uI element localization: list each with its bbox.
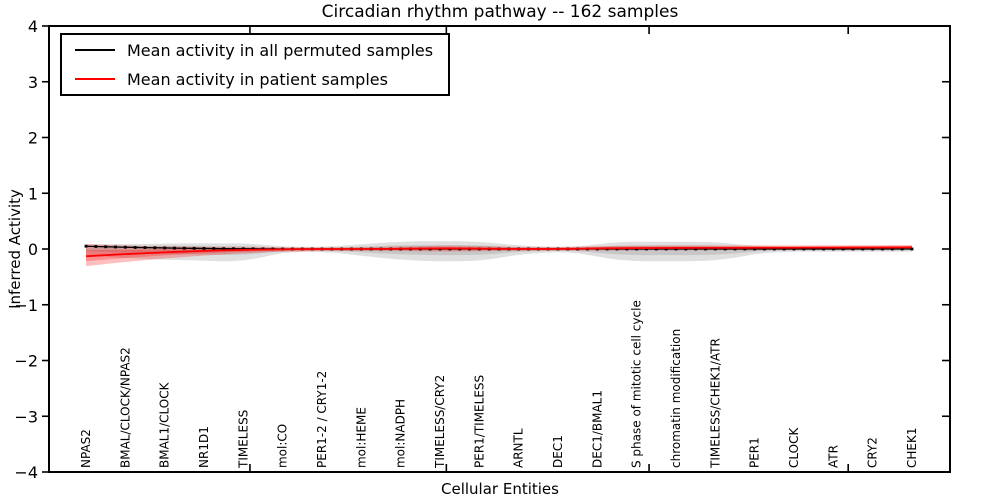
- x-tick-label: BMAL/CLOCK/NPAS2: [118, 347, 132, 468]
- data-point-marker: [910, 247, 914, 251]
- data-point-marker: [104, 245, 108, 249]
- legend-item-patient: Mean activity in patient samples: [62, 65, 448, 93]
- data-point-marker: [133, 246, 137, 249]
- x-tick-label: PER1-2 / CRY1-2: [315, 371, 329, 468]
- x-tick-label: CLOCK: [787, 427, 801, 468]
- data-point-marker: [694, 247, 698, 251]
- legend-line-sample-red: [75, 78, 115, 80]
- data-point-marker: [94, 245, 98, 248]
- y-tick-label: 0: [28, 240, 38, 259]
- data-point-marker: [841, 247, 845, 251]
- data-point-marker: [900, 247, 904, 251]
- x-tick-label: chromatin modification: [669, 329, 683, 468]
- data-point-marker: [733, 247, 737, 251]
- legend-item-permuted: Mean activity in all permuted samples: [62, 36, 448, 64]
- data-point-marker: [251, 247, 255, 251]
- data-point-marker: [123, 245, 127, 249]
- data-point-marker: [645, 247, 648, 251]
- x-axis-label: Cellular Entities: [441, 480, 559, 498]
- data-point-marker: [812, 247, 816, 251]
- data-point-marker: [143, 246, 147, 250]
- data-point-marker: [674, 247, 678, 251]
- x-tick-label: S phase of mitotic cell cycle: [630, 300, 644, 468]
- y-tick-label: −2: [14, 352, 38, 371]
- data-point-marker: [822, 247, 825, 251]
- data-point-marker: [664, 247, 668, 251]
- data-point-marker: [881, 247, 884, 251]
- x-tick-label: TIMELESS/CHEK1/ATR: [708, 338, 722, 469]
- x-tick-label: CHEK1: [905, 428, 919, 469]
- y-tick-label: −3: [14, 407, 38, 426]
- legend-label: Mean activity in all permuted samples: [127, 40, 434, 60]
- data-point-marker: [222, 247, 226, 251]
- data-point-marker: [743, 247, 747, 251]
- x-tick-label: PER1/TIMELESS: [472, 375, 486, 468]
- data-point-marker: [753, 247, 757, 251]
- x-tick-label: TIMELESS/CRY2: [433, 375, 447, 469]
- x-tick-label: NR1D1: [197, 426, 211, 468]
- data-point-marker: [871, 247, 875, 251]
- x-tick-label: mol:NADPH: [394, 399, 408, 468]
- x-tick-label: TIMELESS: [236, 410, 250, 469]
- x-tick-label: NPAS2: [79, 429, 93, 468]
- x-tick-label: mol:HEME: [354, 407, 368, 468]
- y-tick-label: 1: [28, 184, 38, 203]
- y-tick-label: −1: [14, 296, 38, 315]
- data-point-marker: [851, 247, 855, 251]
- chart-title: Circadian rhythm pathway -- 162 samples: [321, 2, 679, 22]
- permuted-band-outer: [86, 241, 912, 262]
- data-point-marker: [173, 246, 176, 250]
- x-tick-label: BMAL1/CLOCK: [158, 381, 172, 468]
- x-tick-label: ARNTL: [512, 428, 526, 468]
- y-tick-label: 2: [28, 129, 38, 148]
- data-point-marker: [831, 247, 835, 251]
- data-point-marker: [654, 247, 658, 251]
- data-point-marker: [241, 247, 245, 251]
- data-point-marker: [792, 247, 796, 251]
- x-tick-label: ATR: [826, 445, 840, 468]
- data-point-marker: [684, 247, 688, 251]
- data-point-marker: [704, 247, 707, 251]
- data-point-marker: [114, 245, 117, 249]
- x-tick-label: DEC1: [551, 435, 565, 468]
- patient-mean-line: [85, 246, 913, 258]
- legend-line-sample-black: [75, 49, 115, 51]
- data-point-marker: [232, 247, 235, 251]
- legend-label: Mean activity in patient samples: [127, 69, 388, 89]
- data-point-marker: [772, 247, 776, 251]
- data-point-marker: [723, 247, 727, 251]
- data-point-marker: [153, 246, 157, 250]
- x-tick-label: PER1: [748, 437, 762, 468]
- y-axis-label: Inferred Activity: [6, 189, 24, 309]
- data-point-marker: [802, 247, 806, 251]
- data-point-marker: [212, 247, 216, 250]
- x-tick-label: DEC1/BMAL1: [590, 390, 604, 468]
- data-point-marker: [861, 247, 865, 251]
- y-tick-label: 3: [28, 73, 38, 92]
- data-point-marker: [782, 247, 786, 251]
- x-tick-label: mol:CO: [276, 424, 290, 468]
- data-point-marker: [713, 247, 717, 251]
- y-tick-label: 4: [28, 17, 38, 36]
- data-point-marker: [890, 247, 894, 251]
- legend-box: Mean activity in all permuted samples Me…: [60, 33, 450, 96]
- data-point-marker: [763, 247, 766, 251]
- data-point-marker: [202, 247, 206, 250]
- data-point-marker: [182, 246, 186, 250]
- x-tick-label: CRY2: [866, 437, 880, 468]
- y-tick-label: −4: [14, 463, 38, 482]
- data-point-marker: [84, 244, 88, 248]
- data-point-marker: [192, 246, 196, 250]
- data-point-marker: [163, 246, 167, 250]
